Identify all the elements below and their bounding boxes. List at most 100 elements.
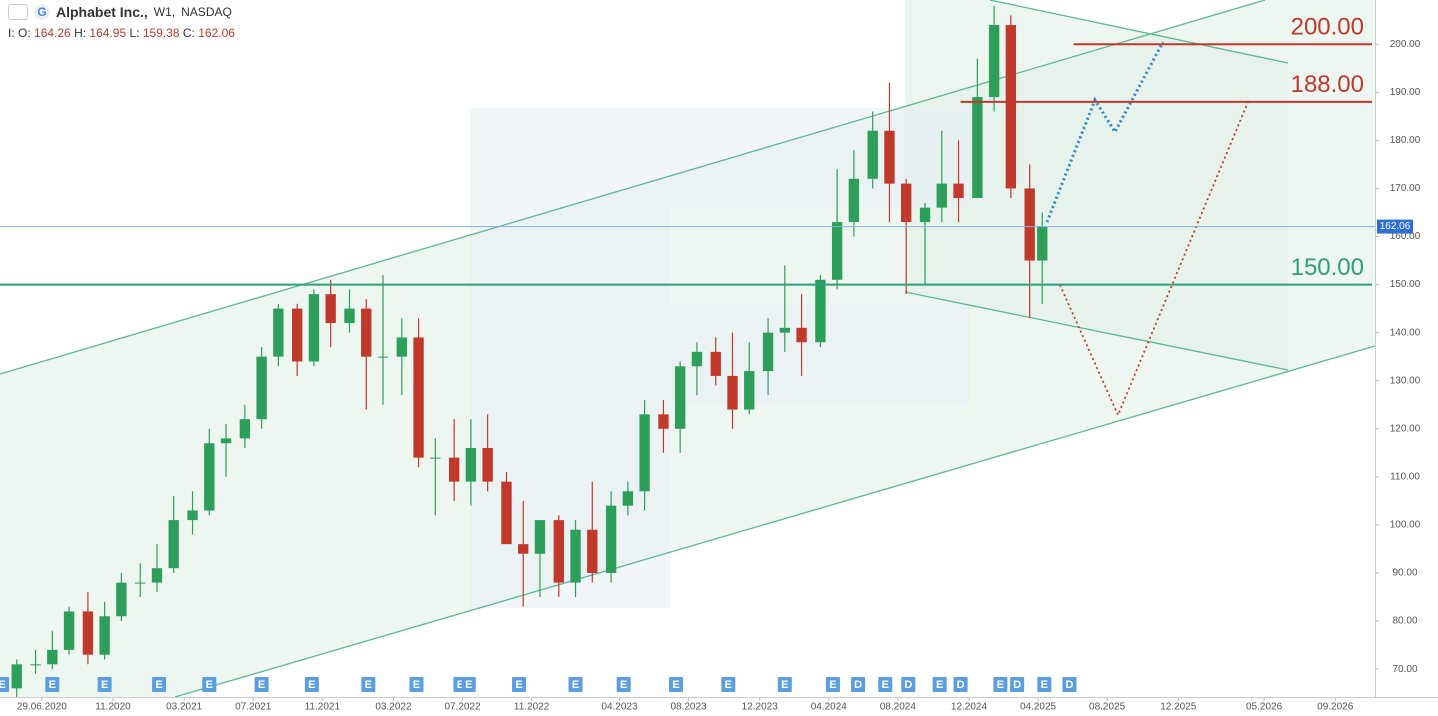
channel-upper — [0, 0, 1266, 375]
x-tick-label: 29.06.2020 — [17, 702, 67, 713]
last-price-tag — [1377, 219, 1413, 234]
candle — [727, 332, 738, 429]
candle — [691, 342, 703, 396]
candle-body — [1024, 188, 1035, 261]
ohlc-value: 159.38 — [142, 26, 180, 40]
event-label: D — [1013, 679, 1021, 691]
y-tick-label: 140.00 — [1390, 327, 1421, 338]
event-label: E — [882, 679, 889, 691]
candle — [534, 520, 546, 598]
x-tick-label: 03.2022 — [375, 702, 412, 713]
forecast-up — [1045, 41, 1165, 223]
candle — [308, 289, 320, 367]
candle — [344, 289, 355, 333]
x-tick-label: 04.2025 — [1020, 702, 1057, 713]
event-label: E — [620, 679, 627, 691]
event-marker — [993, 677, 1008, 692]
candle-body — [99, 616, 110, 655]
header: G Alphabet Inc., W1, NASDAQ I: O: 164.26… — [8, 4, 235, 40]
event-marker — [45, 677, 60, 692]
ohlc-label: O: — [18, 26, 31, 40]
y-tick-label: 70.00 — [1392, 664, 1417, 675]
candle-body — [988, 24, 1000, 98]
inner-upper — [989, 0, 1289, 64]
candle-body — [1005, 24, 1017, 189]
event-label: E — [0, 679, 6, 691]
event-label: E — [308, 679, 315, 691]
candle — [518, 500, 529, 607]
event-marker — [409, 677, 424, 692]
x-tick-label: 11.2022 — [514, 702, 550, 713]
logo: G — [34, 4, 50, 20]
candle — [587, 481, 598, 583]
channel-lower — [174, 345, 1376, 698]
candle-body — [63, 611, 75, 650]
candle — [744, 342, 755, 415]
level-label: 150.00 — [1291, 254, 1364, 281]
x-tick-label: 04.2023 — [601, 702, 638, 713]
candle-body — [972, 97, 983, 199]
candle-body — [239, 419, 251, 439]
candle — [605, 491, 617, 583]
candle-body — [919, 207, 931, 223]
event-marker — [97, 677, 112, 692]
candle — [1037, 212, 1048, 304]
event-marker — [512, 677, 527, 692]
event-marker — [1010, 677, 1025, 692]
candle-body — [622, 491, 634, 506]
y-tick-label: 180.00 — [1390, 135, 1421, 146]
event-marker — [777, 677, 792, 692]
candle-body — [47, 649, 58, 665]
candle — [239, 404, 251, 449]
candle-body — [796, 327, 807, 343]
candle-body — [691, 351, 703, 367]
candle — [325, 279, 336, 348]
y-tick-label: 80.00 — [1392, 616, 1417, 627]
candle — [377, 274, 389, 405]
candle — [168, 496, 179, 573]
event-label: E — [258, 679, 265, 691]
candle — [884, 82, 895, 223]
candle-body — [361, 308, 372, 357]
candle-body — [465, 448, 477, 482]
marks — [11, 5, 1048, 698]
candle-body — [430, 457, 441, 459]
candle-body — [220, 438, 232, 444]
candle — [570, 520, 581, 598]
event-label: E — [465, 679, 472, 691]
candle — [448, 419, 460, 501]
candle — [639, 399, 650, 511]
event-label: E — [155, 679, 162, 691]
event-marker — [851, 677, 866, 692]
ohlc-value: 164.95 — [89, 26, 127, 40]
candle-body — [518, 544, 529, 554]
candle-body — [168, 520, 179, 569]
candle-body — [831, 222, 843, 280]
title: Alphabet Inc., — [56, 4, 148, 20]
candle — [1024, 164, 1035, 319]
candle-body — [187, 510, 198, 521]
candle — [831, 169, 843, 290]
y-tick-label: 120.00 — [1390, 423, 1421, 434]
event-label: E — [1041, 679, 1048, 691]
event-marker — [254, 677, 269, 692]
candle — [256, 347, 267, 429]
candle-body — [534, 520, 546, 554]
exchange: NASDAQ — [181, 5, 232, 19]
event-label: E — [515, 679, 522, 691]
menu-button[interactable] — [8, 4, 28, 20]
x-tick-label: 07.2022 — [444, 702, 481, 713]
event-label: E — [101, 679, 108, 691]
event-label: D — [1065, 679, 1073, 691]
candle-body — [727, 375, 738, 410]
candle — [622, 481, 634, 516]
candle — [396, 318, 408, 396]
candle — [204, 428, 215, 516]
candle-body — [273, 308, 284, 357]
y-tick-label: 160.00 — [1390, 231, 1421, 242]
event-marker — [668, 677, 683, 692]
candle-body — [1037, 226, 1048, 261]
candle — [187, 491, 198, 535]
event-marker — [202, 677, 217, 692]
candle — [482, 414, 493, 492]
